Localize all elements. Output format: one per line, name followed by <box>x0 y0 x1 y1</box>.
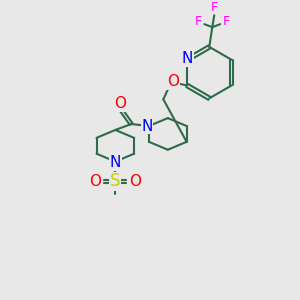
Text: N: N <box>110 155 121 170</box>
Text: O: O <box>90 174 102 189</box>
Text: N: N <box>182 51 193 66</box>
Text: F: F <box>195 15 202 28</box>
Text: O: O <box>167 74 179 89</box>
Text: F: F <box>223 15 230 28</box>
Text: O: O <box>129 174 141 189</box>
Text: S: S <box>110 172 121 190</box>
Text: N: N <box>141 118 153 134</box>
Text: F: F <box>211 1 218 14</box>
Text: O: O <box>114 96 126 111</box>
